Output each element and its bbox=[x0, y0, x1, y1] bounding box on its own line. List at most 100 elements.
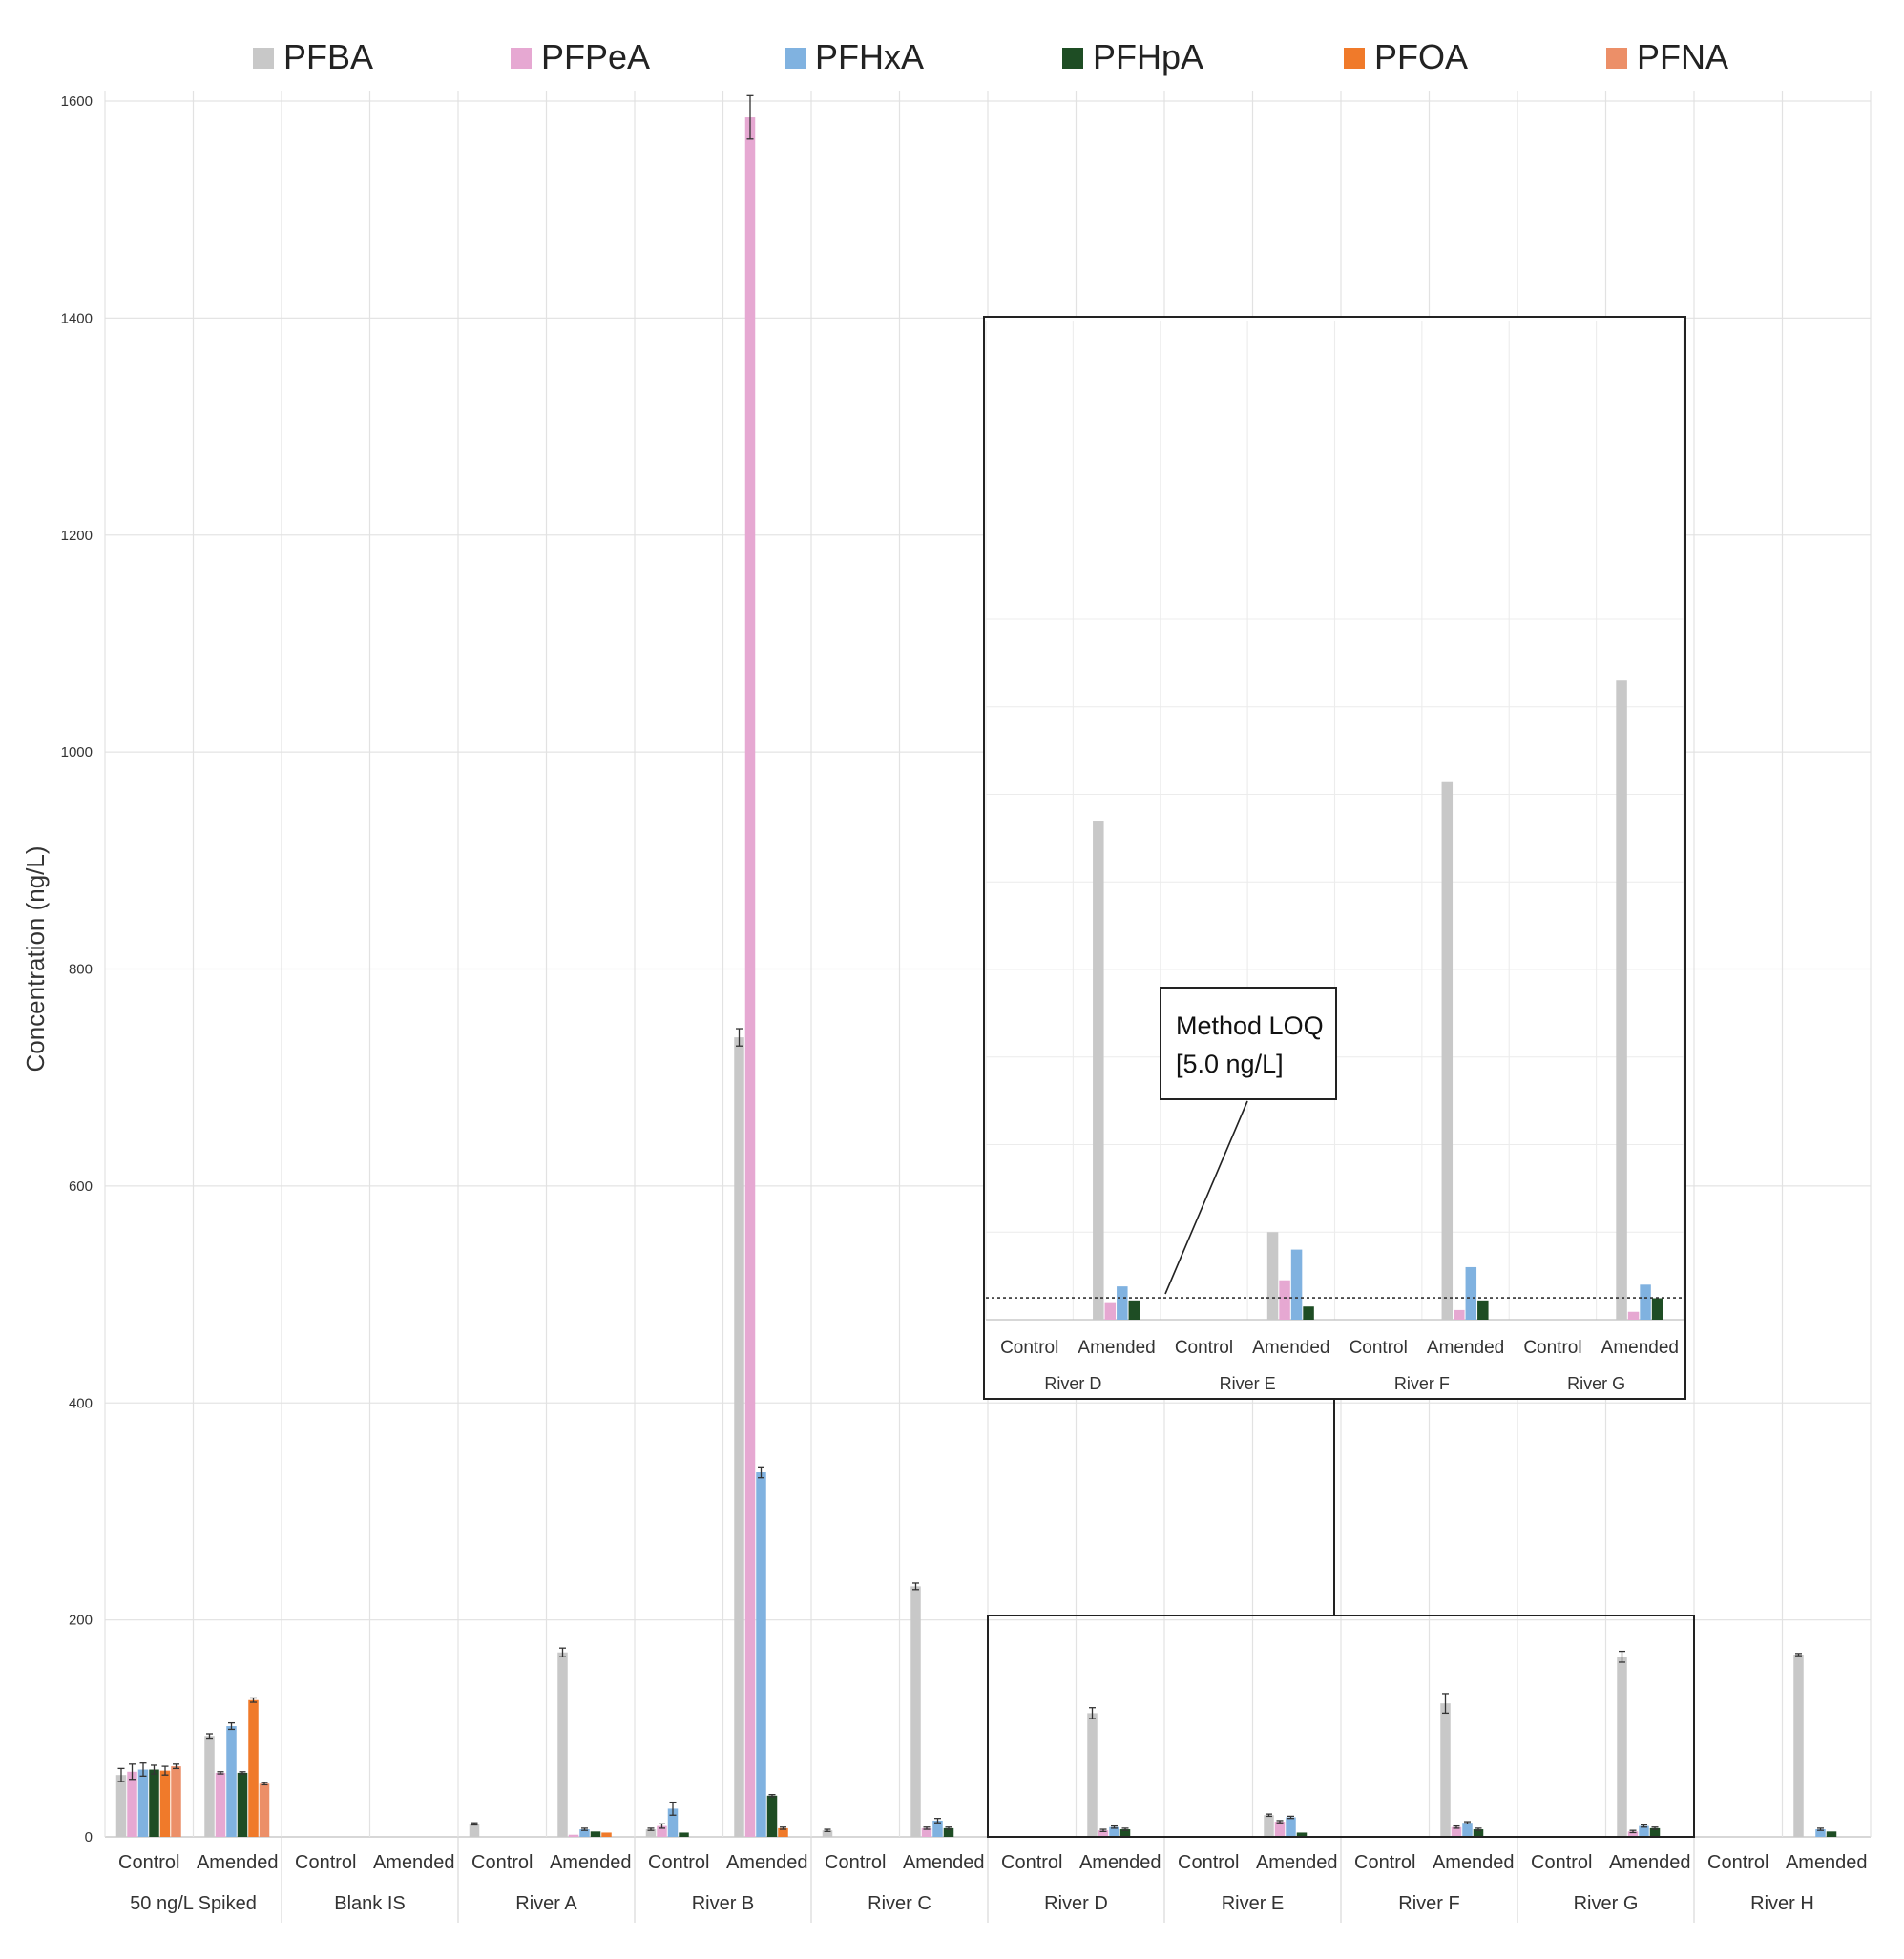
callout-box bbox=[1160, 987, 1337, 1100]
x-tick-label-control: Control bbox=[471, 1852, 533, 1873]
bar-pfpea bbox=[568, 1834, 579, 1837]
legend-swatch-pfoa bbox=[1344, 48, 1365, 69]
bar-pfhpa bbox=[943, 1827, 954, 1837]
x-tick-label-control: Control bbox=[825, 1852, 886, 1873]
bar-pfpea bbox=[657, 1825, 667, 1837]
x-group-label-river-d: River D bbox=[1044, 1893, 1108, 1914]
bar-pfhxa bbox=[932, 1820, 943, 1837]
bar-pfhpa bbox=[590, 1831, 601, 1837]
callout-line-1: Method LOQ bbox=[1176, 1011, 1324, 1040]
bar-pfba bbox=[1087, 1713, 1098, 1837]
bar-pfhxa bbox=[1639, 1825, 1649, 1837]
bar-pfoa bbox=[601, 1832, 612, 1837]
bar-pfpea bbox=[215, 1772, 226, 1837]
y-tick-label: 1200 bbox=[61, 528, 93, 544]
bar-pfhxa bbox=[667, 1808, 679, 1837]
bar-pfba bbox=[469, 1824, 480, 1837]
inset-x-tick-label-amended: Amended bbox=[1078, 1338, 1155, 1358]
inset-x-tick-label-control: Control bbox=[1000, 1338, 1058, 1358]
bar-pfba bbox=[115, 1775, 127, 1837]
y-tick-label: 1600 bbox=[61, 94, 93, 110]
bar-pfoa bbox=[778, 1827, 788, 1837]
inset-x-tick-label-control: Control bbox=[1350, 1338, 1408, 1358]
bar-pfpea bbox=[744, 117, 756, 1838]
legend-swatch-pfba bbox=[253, 48, 274, 69]
y-axis-label: Concentration (ng/L) bbox=[21, 845, 50, 1072]
x-tick-label-amended: Amended bbox=[1256, 1852, 1338, 1873]
bar-pfhpa bbox=[149, 1769, 159, 1837]
bar-pfpea bbox=[1274, 1822, 1286, 1837]
y-tick-label: 800 bbox=[69, 962, 93, 978]
inset-bar-pfpea bbox=[1627, 1311, 1640, 1320]
legend-label-pfhxa: PFHxA bbox=[815, 37, 924, 76]
y-tick-label: 400 bbox=[69, 1395, 93, 1411]
bar-pfhxa bbox=[756, 1472, 766, 1837]
x-tick-label-amended: Amended bbox=[903, 1852, 985, 1873]
inset-bar-pfhpa bbox=[1303, 1306, 1314, 1320]
inset-bar-pfhpa bbox=[1651, 1298, 1663, 1320]
inset-x-tick-label-amended: Amended bbox=[1601, 1338, 1679, 1358]
x-tick-label-amended: Amended bbox=[726, 1852, 808, 1873]
bar-pfba bbox=[204, 1736, 215, 1837]
bar-pfba bbox=[1264, 1815, 1274, 1837]
bar-pfba bbox=[734, 1037, 744, 1837]
bar-pfpea bbox=[1627, 1831, 1639, 1837]
inset-x-tick-label-control: Control bbox=[1175, 1338, 1233, 1358]
axis-layer: Concentration (ng/L) 0 200 400 600 800 1000 12… bbox=[21, 94, 1868, 1914]
inset-bar-pfpea bbox=[1279, 1280, 1290, 1320]
highlight-rect bbox=[987, 1615, 1695, 1838]
x-tick-label-control: Control bbox=[1531, 1852, 1592, 1873]
x-tick-label-amended: Amended bbox=[197, 1852, 279, 1873]
bar-pfhpa bbox=[679, 1832, 689, 1837]
inset-x-tick-label-control: Control bbox=[1523, 1338, 1581, 1358]
inset-group-label-river-g: River G bbox=[1567, 1374, 1625, 1393]
bar-pfhpa bbox=[1473, 1829, 1484, 1837]
bars-layer bbox=[115, 94, 1837, 1838]
x-tick-label-control: Control bbox=[648, 1852, 709, 1873]
bar-pfhpa bbox=[237, 1772, 248, 1837]
bar-pfna bbox=[171, 1766, 181, 1837]
inset-bar-pfhxa bbox=[1640, 1284, 1651, 1320]
bar-pfpea bbox=[1451, 1826, 1462, 1837]
x-group-label-river-g: River G bbox=[1574, 1893, 1639, 1914]
bar-pfhpa bbox=[766, 1795, 778, 1837]
inset-group-label-river-d: River D bbox=[1044, 1374, 1101, 1393]
inset-bar-pfhxa bbox=[1117, 1286, 1128, 1320]
x-tick-label-amended: Amended bbox=[1609, 1852, 1691, 1873]
x-group-label-river-b: River B bbox=[692, 1893, 755, 1914]
callout-line-2: [5.0 ng/L] bbox=[1176, 1050, 1284, 1078]
y-tick-label: 600 bbox=[69, 1178, 93, 1195]
x-tick-label-amended: Amended bbox=[550, 1852, 632, 1873]
inset-group-label-river-f: River F bbox=[1394, 1374, 1450, 1393]
x-group-label-river-h: River H bbox=[1750, 1893, 1814, 1914]
bar-pfhpa bbox=[1649, 1827, 1661, 1837]
x-tick-label-control: Control bbox=[1354, 1852, 1415, 1873]
x-tick-label-control: Control bbox=[1001, 1852, 1062, 1873]
bar-pfhxa bbox=[1109, 1826, 1119, 1837]
inset-bar-pfba bbox=[1093, 821, 1104, 1320]
bar-pfba bbox=[1793, 1655, 1804, 1837]
inset-bar-pfba bbox=[1616, 680, 1627, 1320]
legend-label-pfpea: PFPeA bbox=[541, 37, 650, 76]
bar-pfna bbox=[259, 1783, 270, 1837]
bar-pfhpa bbox=[1119, 1829, 1131, 1837]
x-tick-label-amended: Amended bbox=[1079, 1852, 1161, 1873]
bar-pfhpa bbox=[1826, 1831, 1837, 1837]
highlight-box bbox=[987, 1399, 1695, 1838]
bar-pfpea bbox=[1098, 1830, 1109, 1837]
x-tick-label-control: Control bbox=[118, 1852, 179, 1873]
bar-pfhxa bbox=[1815, 1829, 1826, 1837]
bar-pfba bbox=[645, 1829, 657, 1837]
inset-bar-pfhxa bbox=[1465, 1266, 1477, 1320]
legend-label-pfba: PFBA bbox=[283, 37, 373, 76]
x-group-label-river-a: River A bbox=[515, 1893, 577, 1914]
bar-pfhpa bbox=[1296, 1832, 1308, 1837]
bar-pfhxa bbox=[226, 1726, 237, 1837]
legend-swatch-pfhxa bbox=[785, 48, 806, 69]
bar-pfhxa bbox=[137, 1769, 149, 1837]
bar-pfpea bbox=[127, 1771, 137, 1837]
bar-pfba bbox=[1617, 1657, 1627, 1837]
bar-pfpea bbox=[921, 1827, 932, 1837]
